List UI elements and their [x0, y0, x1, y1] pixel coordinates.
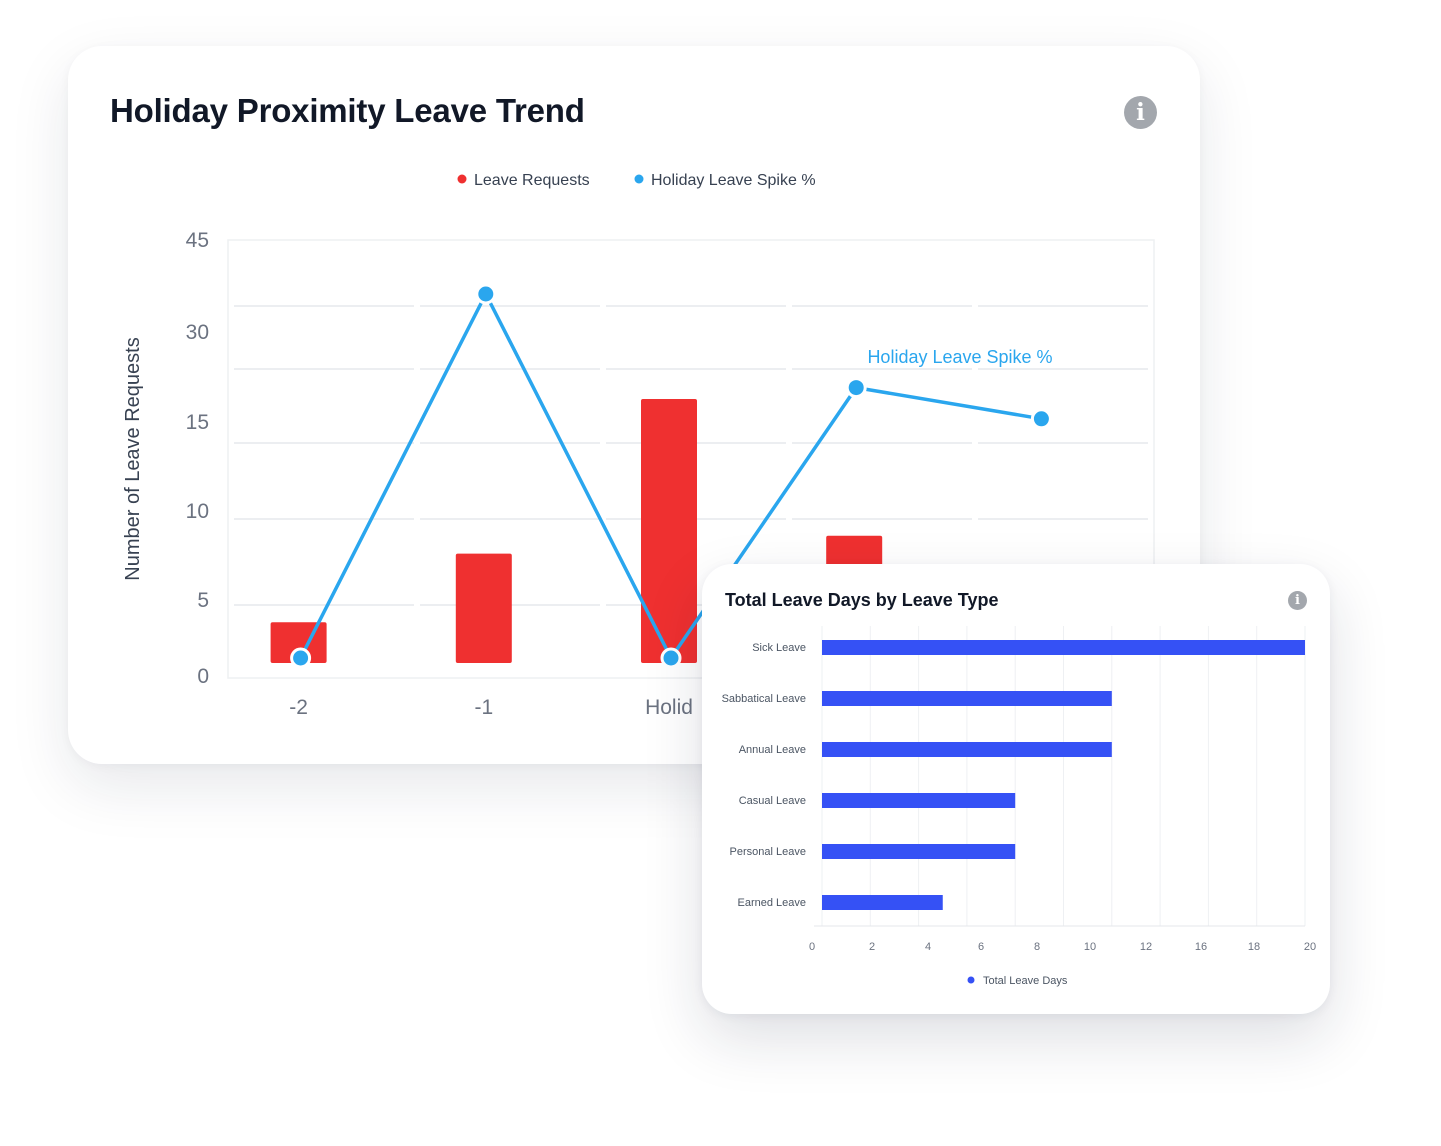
bar	[822, 691, 1112, 706]
x-tick-label: 2	[869, 941, 875, 953]
x-tick-label: 16	[1195, 941, 1207, 953]
x-tick-label: -2	[289, 696, 308, 719]
y-tick-label: 0	[197, 665, 209, 688]
bar	[822, 742, 1112, 757]
legend-swatch	[457, 174, 467, 184]
y-tick-label: 45	[186, 229, 209, 252]
y-tick-label: Personal Leave	[730, 846, 806, 858]
x-tick-label: 20	[1304, 941, 1316, 953]
line-annotation: Holiday Leave Spike %	[867, 347, 1052, 367]
legend-label: Total Leave Days	[983, 975, 1068, 987]
legend-label: Leave Requests	[474, 172, 590, 189]
chart-legend: Leave Requests Holiday Leave Spike %	[457, 172, 816, 189]
x-tick-label: 10	[1084, 941, 1096, 953]
line-point	[290, 647, 312, 669]
y-tick-label: Casual Leave	[739, 795, 806, 807]
x-tick-label: -1	[474, 696, 493, 719]
info-icon[interactable]: i	[1124, 96, 1157, 129]
y-tick-label: Annual Leave	[739, 744, 806, 756]
chart-legend: Total Leave Days	[967, 975, 1068, 987]
y-tick-label: Sick Leave	[752, 642, 806, 654]
y-tick-label: 15	[186, 411, 209, 434]
legend-swatch	[634, 174, 644, 184]
bar	[822, 844, 1016, 859]
y-axis-title: Number of Leave Requests	[122, 337, 144, 580]
bar	[455, 553, 512, 663]
line-point	[660, 647, 682, 669]
bar	[822, 895, 943, 910]
x-tick-label: 12	[1140, 941, 1152, 953]
bar	[822, 793, 1016, 808]
x-tick-label: Holid	[645, 696, 693, 719]
leave-type-chart: Sick Leave Sabbatical Leave Annual Leave Ca…	[722, 626, 1316, 987]
y-tick-label: Earned Leave	[738, 897, 807, 909]
leave-type-card: Total Leave Days by Leave Type i Sick Le…	[702, 564, 1330, 1014]
x-tick-label: 8	[1034, 941, 1040, 953]
bar	[641, 399, 697, 663]
plot-frame	[227, 239, 1155, 679]
x-tick-label: 18	[1248, 941, 1260, 953]
y-tick-label: 5	[197, 589, 209, 612]
line-point	[1030, 408, 1052, 430]
chart-title: Total Leave Days by Leave Type	[725, 590, 999, 610]
y-tick-label: 30	[186, 321, 209, 344]
line-point	[475, 283, 497, 305]
x-tick-label: 0	[809, 941, 815, 953]
bar	[822, 640, 1305, 655]
holiday-proximity-card: Holiday Proximity Leave Trend i 0 5 10 15 30…	[68, 46, 1200, 764]
y-tick-label: Sabbatical Leave	[722, 693, 806, 705]
line-point	[845, 377, 867, 399]
chart-title: Holiday Proximity Leave Trend	[110, 92, 585, 129]
legend-label: Holiday Leave Spike %	[651, 172, 816, 189]
y-tick-label: 10	[186, 500, 209, 523]
info-icon[interactable]: i	[1288, 591, 1307, 610]
x-tick-label: 6	[978, 941, 984, 953]
legend-swatch	[967, 976, 975, 984]
x-tick-label: 4	[925, 941, 931, 953]
